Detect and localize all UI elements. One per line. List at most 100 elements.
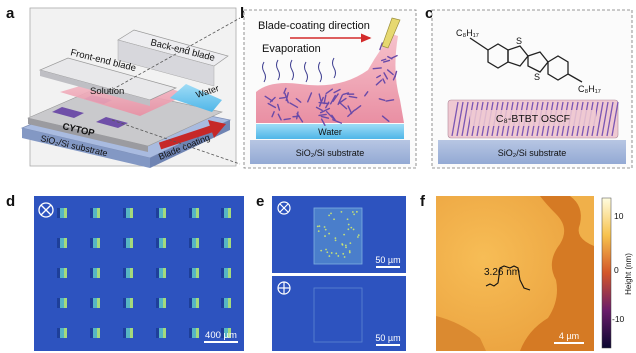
panel-e-label: e (256, 193, 264, 210)
crystal-rod (385, 99, 395, 102)
crystal-rod (342, 92, 350, 96)
crystal-rod (269, 96, 276, 103)
step-height-label: 3.26 nm (484, 267, 520, 278)
film-molecule (596, 101, 604, 137)
film-label-bg (470, 110, 596, 126)
crystal-rod (315, 106, 323, 112)
substrate-front (22, 128, 150, 168)
panel-f-label: f (420, 193, 426, 210)
pad-cell-highlight (192, 298, 199, 308)
panel-d-image (34, 196, 244, 351)
front-blade-edge (40, 70, 150, 106)
speckle (352, 228, 355, 231)
afm-terrace-dark (520, 196, 594, 351)
pad-cell-highlight (60, 208, 67, 218)
pad-cell-edge (196, 238, 199, 248)
pad-cell-highlight (224, 268, 231, 278)
film-molecule (601, 101, 609, 137)
panel-d: d 400 µm (6, 193, 244, 351)
crystal-rod (381, 58, 387, 62)
pad-cell-highlight (224, 298, 231, 308)
panel-e-bottom-image (272, 276, 406, 351)
pad-cell-edge (64, 328, 67, 338)
water-region (170, 84, 222, 112)
speckle (347, 223, 350, 226)
alkyl-chain-1: C₈H₁₇ (456, 28, 479, 38)
pad-cell-edge (64, 238, 67, 248)
pad-cell-highlight (192, 238, 199, 248)
panel-f: f 3.26 nm 4 µm 10 0 -10 Height (nm) (420, 193, 633, 351)
pad-array (57, 208, 231, 338)
crystal-rod (337, 94, 343, 106)
pad-cell-highlight (126, 238, 133, 248)
pad-cell-edge (64, 298, 67, 308)
film-molecule (461, 101, 469, 137)
panel-a-label: a (6, 5, 15, 22)
direction-label: Blade-coating direction (258, 20, 370, 32)
speckle (324, 235, 326, 237)
pad-cell-highlight (93, 238, 100, 248)
sulfur-2: S (534, 72, 540, 82)
pad-cell-edge (228, 208, 231, 218)
pad-cell-highlight (192, 268, 199, 278)
crystal-rod (285, 92, 289, 102)
colorbar (601, 197, 612, 349)
film-label: C₈-BTBT OSCF (496, 113, 570, 125)
pad-cell-highlight (159, 268, 166, 278)
crystal-rod (378, 98, 386, 102)
crossed-polarizer-icon-e (277, 201, 291, 215)
speckle (346, 218, 349, 221)
crystal-rod (320, 115, 330, 119)
crystal-rod (392, 74, 397, 81)
pad-cell-highlight (159, 238, 166, 248)
speckle (323, 226, 326, 228)
speckle (343, 233, 346, 236)
crystal-rod (319, 107, 331, 114)
pad-cell-edge (163, 268, 166, 278)
pad-cell-highlight (93, 298, 100, 308)
speckle (325, 248, 327, 251)
pad-1 (52, 107, 84, 118)
pad-cell-edge (97, 208, 100, 218)
pad-cell-highlight (126, 268, 133, 278)
crystal-rod (318, 93, 322, 103)
crystal-rod (320, 118, 326, 127)
crystal-rod (375, 79, 383, 86)
crystal-rod (325, 110, 335, 120)
afm-terrace-corner (436, 316, 486, 351)
pad-cell-edge (196, 328, 199, 338)
pad-cell-edge (130, 268, 133, 278)
pad-cell-edge (196, 298, 199, 308)
crystal-rod (381, 115, 390, 123)
crystal-square-bottom (313, 287, 363, 343)
crystal-rod (348, 95, 358, 99)
crystal-rod (333, 88, 341, 94)
evaporation-label: Evaporation (262, 43, 321, 55)
pad-2 (96, 117, 128, 128)
pad-cell-highlight (93, 328, 100, 338)
pad-cell-highlight (126, 208, 133, 218)
pad-cell-edge (97, 238, 100, 248)
crystal-rods (264, 42, 398, 127)
crystal-rod (267, 102, 277, 109)
crystal-rod (383, 72, 389, 80)
crystal-rod (278, 96, 286, 99)
btbt-molecule (469, 37, 583, 83)
crystal-rod (289, 102, 299, 109)
pad-cell-edge (163, 328, 166, 338)
panel-c-label: c (425, 5, 433, 22)
alkyl-chain-2: C₈H₁₇ (578, 84, 601, 94)
speckle (349, 242, 352, 245)
crystal-rod (337, 97, 347, 105)
speckle (357, 234, 360, 237)
substrate-label-b: SiO₂/Si substrate (296, 148, 365, 158)
colorbar-tick-top: 10 (614, 211, 624, 221)
speckle (330, 212, 332, 215)
pad-cell-edge (196, 208, 199, 218)
height-profile (485, 265, 531, 291)
speckle (328, 232, 331, 235)
speckle (340, 210, 343, 213)
crystal-rod (276, 103, 281, 111)
pad-cell-highlight (224, 328, 231, 338)
pad-cell-edge (228, 298, 231, 308)
